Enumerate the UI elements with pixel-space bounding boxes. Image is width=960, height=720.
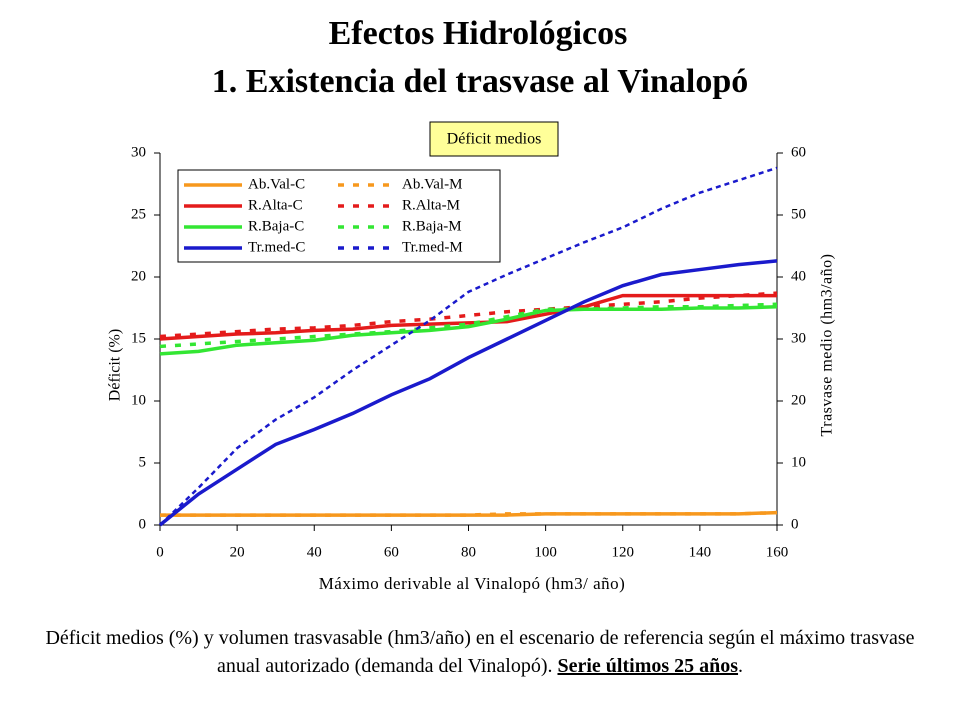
legend-label: Tr.med-M <box>402 239 463 255</box>
chart-title: Déficit medios <box>447 131 542 148</box>
y2-tick-label: 30 <box>791 330 806 346</box>
x-tick-label: 160 <box>766 544 789 560</box>
caption-text: Déficit medios (%) y volumen trasvasable… <box>45 627 915 677</box>
y-tick-label: 5 <box>139 454 147 470</box>
x-tick-label: 0 <box>156 544 164 560</box>
y2-tick-label: 40 <box>791 268 806 284</box>
y2-tick-label: 10 <box>791 454 806 470</box>
caption-end: . <box>738 655 744 677</box>
legend-label: Ab.Val-M <box>402 176 462 192</box>
chart-title-box <box>429 121 559 157</box>
x-tick-label: 60 <box>384 544 399 560</box>
x-tick-label: 20 <box>230 544 245 560</box>
slide-subtitle: 1. Existencia del trasvase al Vinalopó <box>212 63 748 100</box>
y-tick-label: 10 <box>131 392 146 408</box>
series-line <box>158 259 778 527</box>
legend-label: R.Alta-M <box>402 197 460 213</box>
y-tick-label: 25 <box>131 206 146 222</box>
x-tick-label: 100 <box>534 544 557 560</box>
y2-tick-label: 20 <box>791 392 806 408</box>
x-tick-label: 140 <box>689 544 712 560</box>
y-tick-label: 0 <box>139 516 147 532</box>
legend-label: R.Alta-C <box>248 197 303 213</box>
x-axis-label: Máximo derivable al Vinalopó (hm3/ año) <box>319 574 626 593</box>
slide-title: Efectos Hidrológicos <box>329 15 628 52</box>
y-axis-label: Déficit (%) <box>107 329 124 401</box>
y-tick-label: 15 <box>131 330 146 346</box>
y2-tick-label: 60 <box>791 144 806 160</box>
y-tick-label: 20 <box>131 268 146 284</box>
caption: Déficit medios (%) y volumen trasvasable… <box>30 624 930 680</box>
y2-tick-label: 0 <box>791 516 799 532</box>
x-tick-label: 120 <box>612 544 635 560</box>
x-tick-label: 80 <box>461 544 476 560</box>
x-tick-label: 40 <box>307 544 322 560</box>
legend-label: R.Baja-C <box>248 218 304 234</box>
y-tick-label: 30 <box>131 144 146 160</box>
legend-label: Ab.Val-C <box>248 176 305 192</box>
series-line <box>159 166 778 526</box>
series-line <box>159 293 777 341</box>
series-line <box>160 510 778 517</box>
caption-emphasis: Serie últimos 25 años <box>557 655 739 677</box>
y2-axis-label: Trasvase medio (hm3/año) <box>819 254 836 437</box>
series-line <box>159 305 778 356</box>
legend-label: Tr.med-C <box>248 239 305 255</box>
legend-label: R.Baja-M <box>402 218 462 234</box>
y2-tick-label: 50 <box>791 206 806 222</box>
series-line <box>159 291 778 339</box>
